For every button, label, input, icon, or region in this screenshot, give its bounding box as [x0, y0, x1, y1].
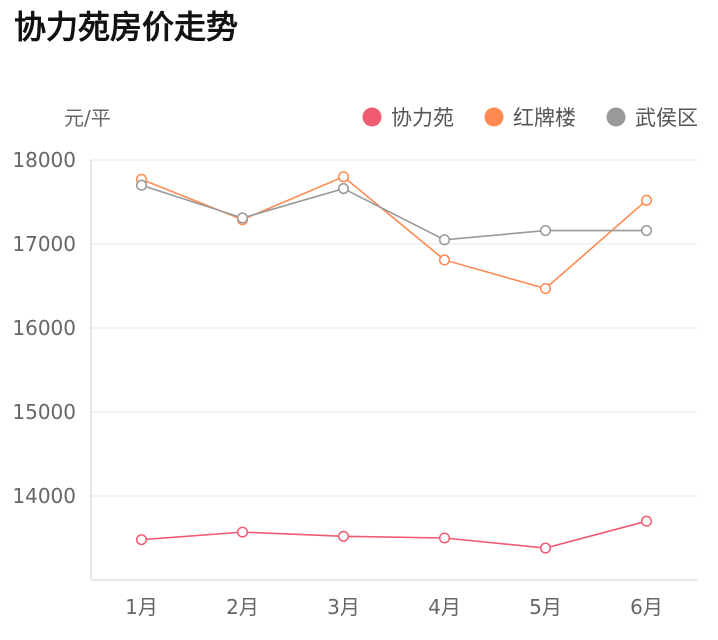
- grid-lines: [91, 159, 697, 497]
- series-3: [135, 179, 653, 246]
- series-line: [141, 175, 648, 290]
- legend-marker: [606, 107, 626, 127]
- series-1: [135, 515, 653, 554]
- y-tick-label: 17000: [12, 232, 76, 256]
- legend-marker: [484, 107, 504, 127]
- x-tick-label: 6月: [630, 595, 663, 619]
- data-point[interactable]: [539, 282, 552, 295]
- page-title: 协力苑房价走势: [14, 8, 239, 46]
- x-tick-label: 2月: [226, 595, 259, 619]
- data-point[interactable]: [236, 212, 249, 224]
- legend[interactable]: 协力苑 红牌楼 武侯区: [362, 106, 699, 130]
- y-axis-unit-label: 元/平: [64, 106, 111, 130]
- data-point[interactable]: [640, 515, 653, 527]
- x-tick-label: 1月: [125, 595, 158, 619]
- data-point[interactable]: [337, 171, 350, 183]
- data-point[interactable]: [236, 526, 249, 538]
- data-point[interactable]: [337, 530, 350, 542]
- y-tick-label: 14000: [12, 484, 76, 508]
- series-2: [135, 171, 653, 295]
- y-tick-label: 16000: [12, 316, 76, 340]
- series-line: [141, 184, 647, 241]
- data-point[interactable]: [640, 194, 653, 206]
- series-line: [141, 520, 647, 549]
- x-tick-label: 4月: [428, 595, 461, 619]
- legend-label: 红牌楼: [513, 106, 576, 130]
- x-tick-label: 5月: [529, 595, 562, 619]
- data-point[interactable]: [135, 179, 148, 191]
- data-point[interactable]: [337, 183, 350, 195]
- y-tick-label: 18000: [12, 148, 76, 172]
- y-tick-label: 15000: [12, 400, 76, 424]
- legend-marker: [362, 107, 382, 127]
- data-point[interactable]: [539, 225, 552, 237]
- series-group: [135, 171, 653, 554]
- data-point[interactable]: [438, 532, 451, 544]
- legend-item[interactable]: 协力苑: [362, 106, 455, 130]
- data-point[interactable]: [640, 225, 653, 237]
- x-axis-ticks: 1月 2月 3月 4月 5月 6月: [125, 595, 663, 619]
- data-point[interactable]: [438, 254, 451, 266]
- data-point[interactable]: [135, 534, 148, 546]
- y-axis-ticks: 18000 17000 16000 15000 14000: [12, 148, 76, 508]
- legend-label: 协力苑: [391, 106, 454, 130]
- x-tick-label: 3月: [327, 595, 360, 619]
- axes: [90, 160, 697, 581]
- legend-item[interactable]: 红牌楼: [484, 106, 577, 130]
- legend-item[interactable]: 武侯区: [606, 106, 699, 130]
- data-point[interactable]: [438, 234, 451, 246]
- data-point[interactable]: [539, 542, 552, 554]
- legend-label: 武侯区: [635, 106, 698, 130]
